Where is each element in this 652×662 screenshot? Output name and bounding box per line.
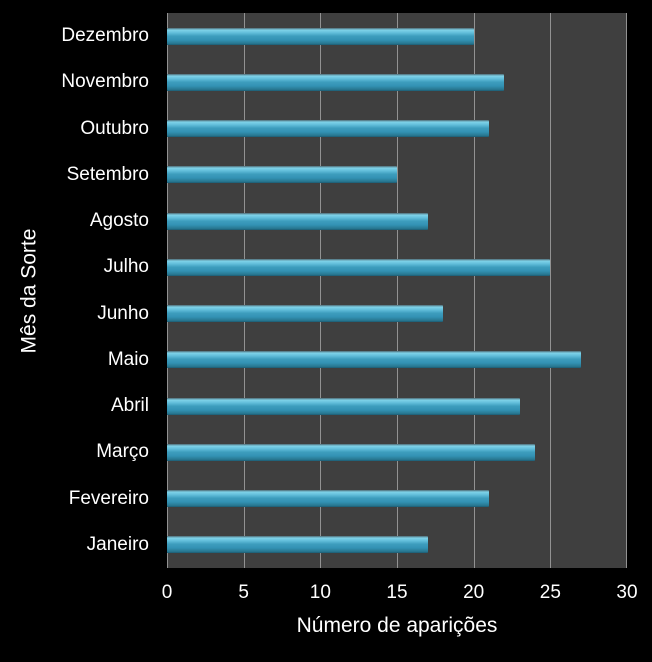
- gridline: [397, 13, 398, 568]
- bar: [167, 27, 474, 45]
- bar: [167, 397, 520, 415]
- gridline: [167, 13, 168, 568]
- bar: [167, 305, 443, 323]
- x-axis-title: Número de aparições: [296, 614, 498, 637]
- x-tick-label: 0: [161, 582, 173, 603]
- x-tick-label: 5: [238, 582, 249, 603]
- bar: [167, 120, 489, 138]
- bar: [167, 258, 551, 276]
- bar: [167, 73, 505, 91]
- gridline: [626, 13, 627, 568]
- gridline: [473, 13, 475, 568]
- y-axis-labels: Dezembro Novembro Outubro Setembro Agosto Jul…: [0, 13, 149, 568]
- x-axis-ticks: 0 5 10 15 20 25 30: [162, 582, 638, 606]
- gridline: [550, 13, 552, 568]
- y-axis-label: Dezembro: [61, 25, 149, 47]
- bar: [167, 166, 397, 184]
- y-axis-label: Janeiro: [86, 533, 149, 555]
- y-axis-label: Novembro: [61, 71, 149, 93]
- x-tick-label: 20: [463, 582, 485, 603]
- y-axis-label: Março: [96, 441, 149, 463]
- y-axis-label: Agosto: [89, 210, 149, 232]
- y-axis-label: Julho: [103, 256, 149, 278]
- bar: [167, 490, 489, 508]
- bar: [167, 212, 428, 230]
- x-tick-label: 15: [386, 582, 408, 603]
- plot-area: [167, 13, 627, 568]
- x-tick-label: 10: [309, 582, 331, 603]
- bar: [167, 536, 428, 554]
- y-axis-label: Maio: [107, 348, 149, 370]
- x-tick-label: 30: [616, 582, 638, 603]
- x-tick-label: 25: [539, 582, 561, 603]
- bar: [167, 443, 535, 461]
- y-axis-label: Fevereiro: [68, 487, 149, 509]
- gridline: [320, 13, 322, 568]
- y-axis-label: Outubro: [80, 117, 149, 139]
- bar: [167, 351, 581, 369]
- y-axis-label: Setembro: [66, 163, 149, 185]
- y-axis-label: Abril: [110, 395, 149, 417]
- y-axis-label: Junho: [97, 302, 149, 324]
- gridline: [243, 13, 245, 568]
